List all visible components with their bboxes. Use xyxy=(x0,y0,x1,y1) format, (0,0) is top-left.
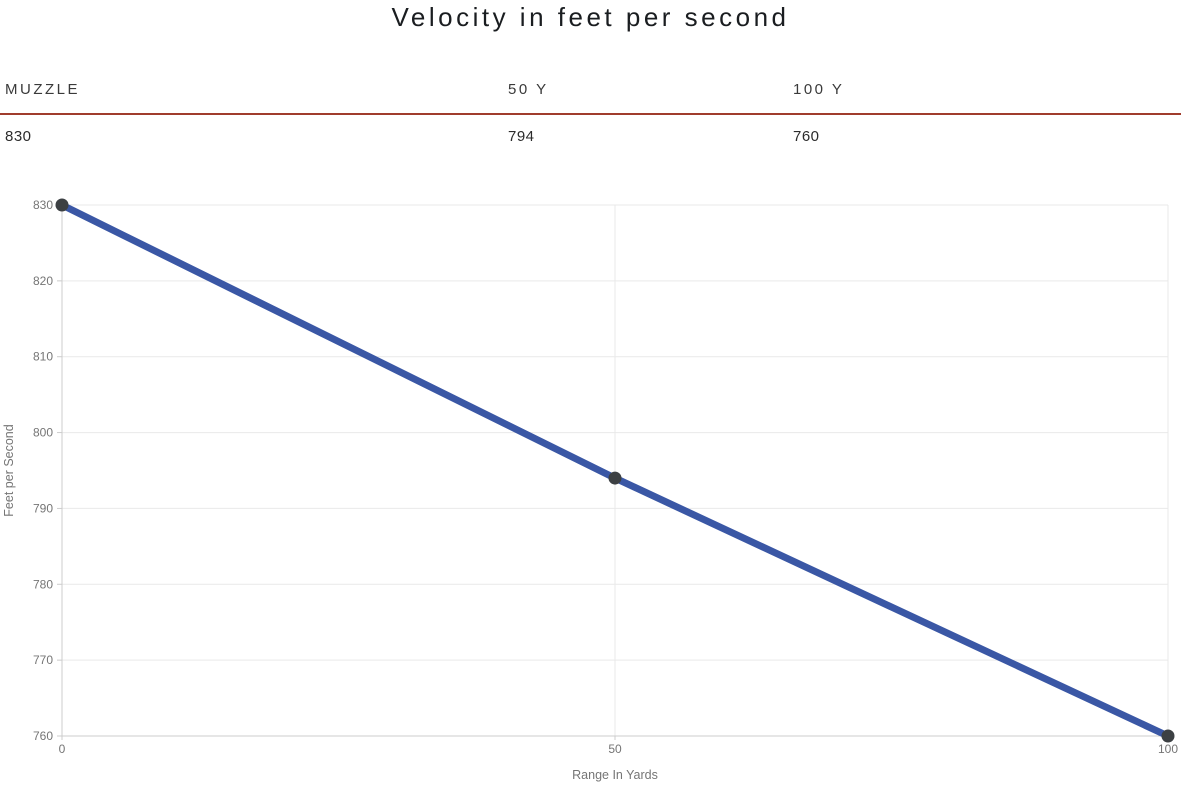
x-tick-label: 100 xyxy=(1158,742,1178,756)
table-header-100y: 100 Y xyxy=(793,81,845,98)
velocity-chart: 760 770 780 790 800 810 820 830 0 50 100 Range In Y… xyxy=(0,188,1181,785)
y-tick-label: 790 xyxy=(33,501,53,515)
x-axis-title: Range In Yards xyxy=(572,768,658,782)
table-divider xyxy=(0,113,1181,115)
velocity-chart-svg: 760 770 780 790 800 810 820 830 0 50 100 Range In Y… xyxy=(2,198,1178,782)
table-value-muzzle: 830 xyxy=(5,128,32,145)
y-axis-title: Feet per Second xyxy=(2,424,16,516)
table-value-100y: 760 xyxy=(793,128,820,145)
x-tick-label: 0 xyxy=(59,742,66,756)
y-tick-label: 800 xyxy=(33,426,53,440)
y-tick-label: 830 xyxy=(33,198,53,212)
table-value-50y: 794 xyxy=(508,128,535,145)
page-title: Velocity in feet per second xyxy=(391,2,790,32)
table-header-50y: 50 Y xyxy=(508,81,549,98)
y-tick-label: 760 xyxy=(33,729,53,743)
x-tick-label: 50 xyxy=(608,742,622,756)
y-tick-label: 780 xyxy=(33,577,53,591)
data-point[interactable] xyxy=(1161,729,1175,743)
data-point[interactable] xyxy=(608,471,622,485)
table-value-row: 830 794 760 xyxy=(0,115,1181,145)
y-tick-label: 770 xyxy=(33,653,53,667)
velocity-summary-table: MUZZLE 50 Y 100 Y 830 794 760 xyxy=(0,82,1181,145)
data-point[interactable] xyxy=(55,198,69,212)
table-header-muzzle: MUZZLE xyxy=(5,81,80,98)
table-header-row: MUZZLE 50 Y 100 Y xyxy=(0,82,1181,113)
y-tick-label: 810 xyxy=(33,350,53,364)
y-tick-label: 820 xyxy=(33,274,53,288)
